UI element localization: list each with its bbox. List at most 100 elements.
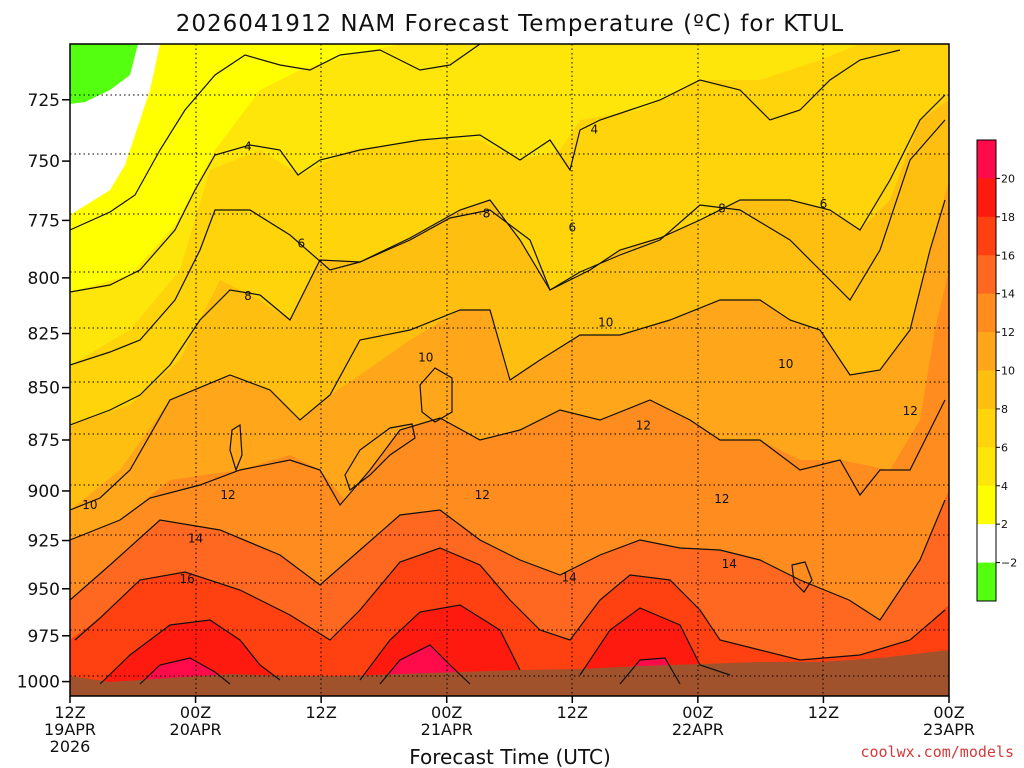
contour-label-12: 12 [220, 488, 235, 502]
x-tick-label: 23APR [923, 720, 975, 739]
contour-label-10: 10 [418, 350, 433, 364]
contour-label-text: 14 [722, 557, 737, 571]
y-tick-label: 825 [28, 325, 60, 345]
isotherm-closed-2 [419, 367, 453, 423]
isotherm-8 [70, 119, 946, 426]
isotherm-closed-4 [791, 561, 813, 593]
y-axis: 725 750 775 800 825 850 875 900 925 950 975 1000 [17, 91, 70, 693]
contour-label-6: 6 [297, 237, 305, 251]
isotherm-12 [70, 399, 946, 541]
contour-label-text: 10 [418, 350, 433, 364]
x-tick-label: 12Z [54, 703, 85, 722]
contour-label-10: 10 [598, 316, 613, 330]
contour-label-text: 14 [188, 532, 203, 546]
isotherm-14 [70, 499, 946, 621]
isotherm-18 [99, 604, 731, 685]
isotherm-2 [70, 44, 481, 231]
plot-frame [69, 43, 950, 697]
y-tick-label: 900 [28, 482, 60, 502]
contour-label-text: 10 [778, 357, 793, 371]
y-tick-label: 875 [28, 431, 60, 451]
contour-label-12: 12 [714, 492, 729, 506]
y-tick-label: 750 [28, 152, 60, 172]
x-tick-label: 00Z [431, 703, 462, 722]
chart-title: 2026041912 NAM Forecast Temperature (ºC)… [176, 11, 844, 37]
colorbar-tick-label: 12 [1001, 326, 1015, 339]
contour-label-text: 10 [82, 498, 97, 512]
x-tick-label: 12Z [808, 703, 839, 722]
x-tick-label: 00Z [180, 703, 211, 722]
colorbar-tick-label: 6 [1001, 441, 1008, 454]
x-tick-label: 21APR [421, 720, 473, 739]
colorbar-swatch [977, 255, 996, 295]
colorbar-tick-label: 18 [1001, 211, 1015, 224]
gridlines [70, 44, 949, 696]
contour-label-4: 4 [590, 122, 598, 136]
isotherm-closed-3 [344, 423, 416, 491]
colorbar-swatch [977, 216, 996, 256]
contour-label-text: 8 [244, 289, 252, 303]
contour-label-8: 8 [244, 289, 252, 303]
contour-label-text: 14 [562, 570, 577, 584]
colorbar-tick-label: 4 [1001, 480, 1008, 493]
isotherm-lines [70, 44, 946, 685]
contour-label-12: 12 [475, 488, 490, 502]
y-tick-label: 775 [28, 211, 60, 231]
band-16-18 [70, 605, 730, 696]
contour-label-text: 12 [903, 404, 918, 418]
contour-label-16: 16 [180, 572, 195, 586]
contour-label-text: 10 [598, 316, 613, 330]
x-tick-label: 2026 [50, 737, 91, 756]
colorbar-swatch [977, 408, 996, 448]
contour-label-6: 6 [820, 197, 828, 211]
x-tick-label: 20APR [170, 720, 222, 739]
band-18-20 [140, 645, 680, 684]
contour-label-text: 8 [718, 202, 726, 216]
colorbar-tick-label: 2 [1001, 518, 1008, 531]
contour-label-14: 14 [722, 557, 737, 571]
contour-label-text: 8 [483, 206, 491, 220]
colorbar-tick-label: 8 [1001, 403, 1008, 416]
colorbar-tick-label: 14 [1001, 288, 1015, 301]
temperature-field [70, 44, 949, 696]
y-tick-label: 925 [28, 532, 60, 552]
colorbar-tick-label: 20 [1001, 172, 1015, 185]
isotherm-4 [70, 49, 901, 293]
contour-label-text: 6 [297, 237, 305, 251]
colorbar-swatch [977, 524, 996, 564]
surface-terrain [70, 650, 949, 696]
colorbar-swatch [977, 562, 996, 602]
colorbar-tick-label: −2 [1001, 557, 1017, 570]
contour-label-text: 12 [475, 488, 490, 502]
x-tick-label: 12Z [557, 703, 588, 722]
isotherm-16 [74, 547, 946, 661]
colorbar-swatch [977, 485, 996, 525]
contour-label-text: 12 [714, 492, 729, 506]
y-tick-label: 725 [28, 91, 60, 111]
colorbar: 20 18 16 14 12 10 8 6 4 2 −2 [976, 139, 1017, 602]
y-tick-label: 1000 [17, 673, 60, 693]
contour-label-8: 8 [718, 202, 726, 216]
contour-label-4: 4 [244, 140, 252, 154]
band-below-0 [70, 44, 138, 104]
colorbar-tick-label: 16 [1001, 249, 1015, 262]
y-tick-label: 975 [28, 627, 60, 647]
colorbar-swatch [977, 293, 996, 333]
x-tick-label: 00Z [933, 703, 964, 722]
contour-label-12: 12 [636, 418, 651, 432]
contour-label-8: 8 [483, 206, 491, 220]
contour-label-text: 16 [180, 572, 195, 586]
x-tick-label: 22APR [672, 720, 724, 739]
contour-label-text: 6 [568, 220, 576, 234]
isotherm-10 [70, 199, 946, 511]
y-tick-label: 950 [28, 580, 60, 600]
colorbar-swatch [977, 370, 996, 410]
y-tick-label: 800 [28, 269, 60, 289]
contour-label-text: 4 [244, 140, 252, 154]
contour-label-12: 12 [903, 404, 918, 418]
contour-label-6: 6 [568, 220, 576, 234]
x-tick-label: 12Z [305, 703, 336, 722]
contour-label-text: 6 [820, 197, 828, 211]
contour-label-10: 10 [82, 498, 97, 512]
isotherm-20 [139, 644, 681, 685]
